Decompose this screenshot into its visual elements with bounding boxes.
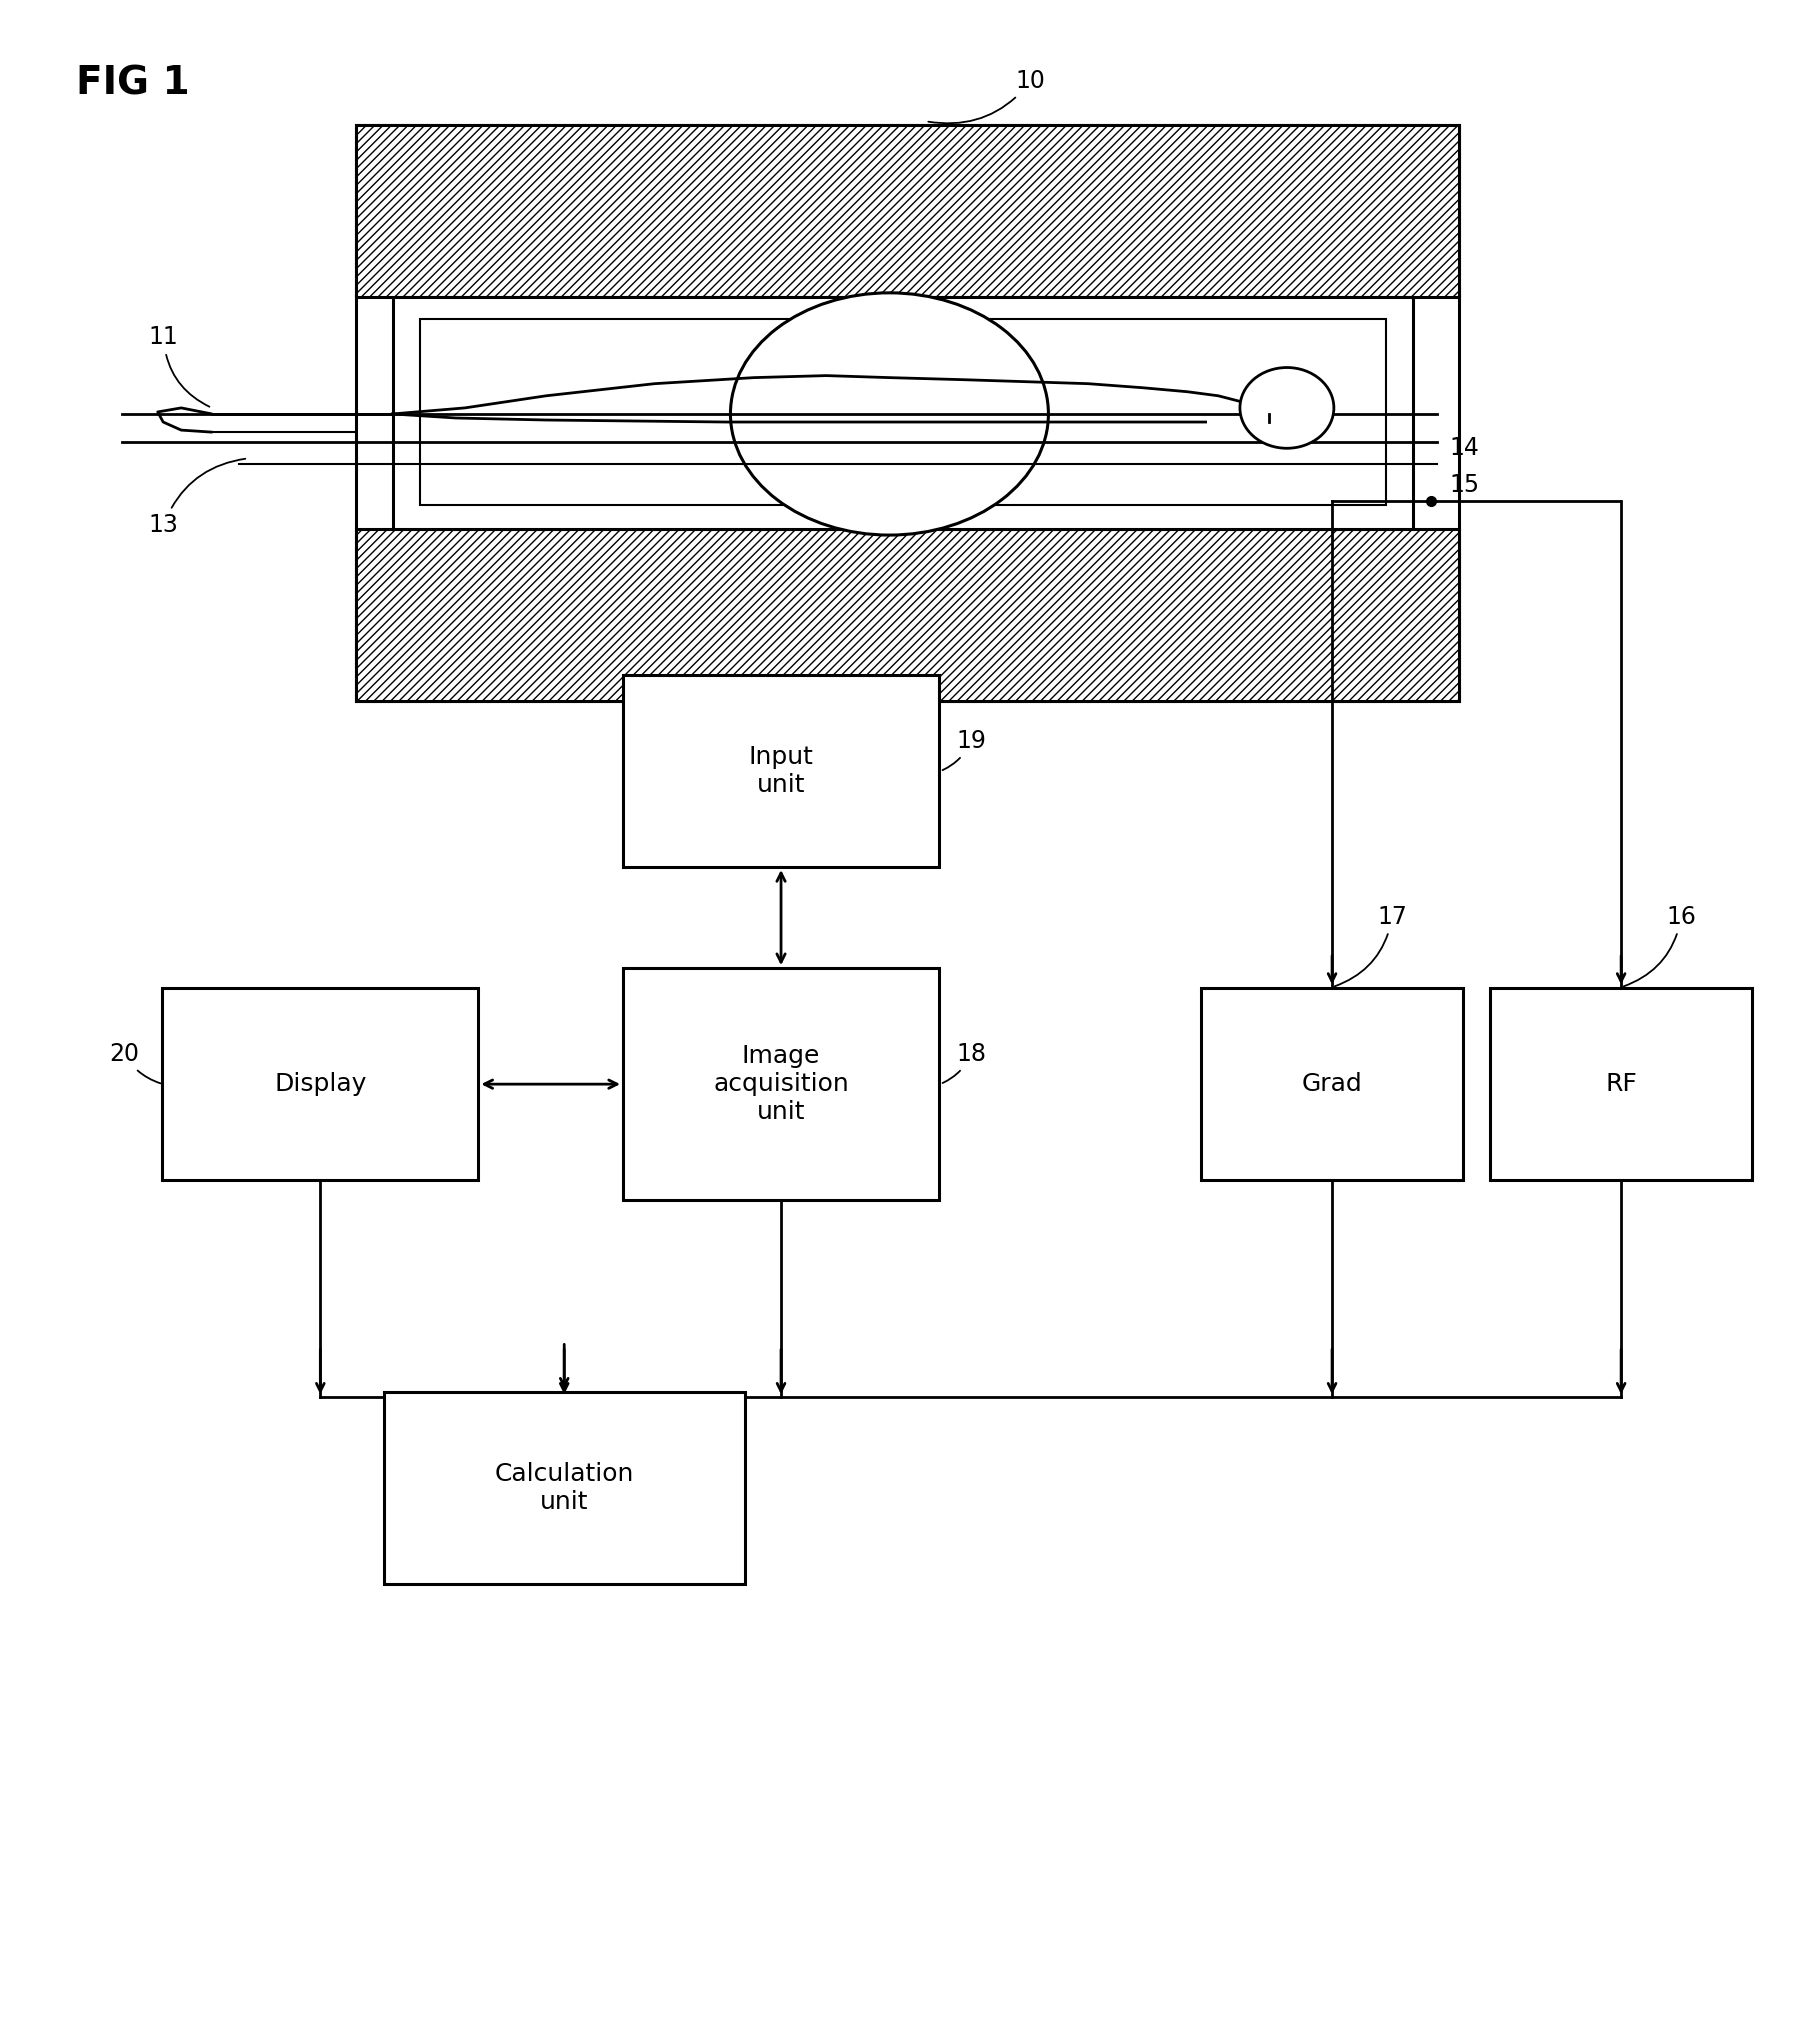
Text: 19: 19 bbox=[941, 730, 985, 770]
Text: 16: 16 bbox=[1624, 904, 1696, 987]
Bar bbox=[383, 1393, 744, 1583]
Bar bbox=[622, 969, 938, 1200]
Text: FIG 1: FIG 1 bbox=[76, 65, 190, 103]
Text: 15: 15 bbox=[1449, 472, 1478, 497]
Text: 20: 20 bbox=[109, 1042, 160, 1082]
Text: Calculation
unit: Calculation unit bbox=[493, 1461, 633, 1514]
Text: 21: 21 bbox=[673, 1490, 729, 1541]
Ellipse shape bbox=[729, 292, 1048, 535]
Text: 17: 17 bbox=[1333, 904, 1406, 987]
Text: Display: Display bbox=[274, 1072, 366, 1097]
Text: 13: 13 bbox=[149, 458, 245, 537]
Bar bbox=[356, 126, 1458, 296]
Text: 14: 14 bbox=[1449, 436, 1478, 460]
Text: 10: 10 bbox=[927, 69, 1045, 124]
Bar bbox=[161, 989, 479, 1180]
Text: RF: RF bbox=[1604, 1072, 1636, 1097]
Text: Image
acquisition
unit: Image acquisition unit bbox=[713, 1044, 849, 1123]
Text: 18: 18 bbox=[941, 1042, 985, 1082]
Bar bbox=[622, 675, 938, 868]
Bar bbox=[419, 318, 1386, 505]
Bar bbox=[356, 126, 1458, 701]
Text: Input
unit: Input unit bbox=[747, 746, 813, 797]
Bar bbox=[392, 296, 1413, 529]
Bar bbox=[1201, 989, 1462, 1180]
Text: 12: 12 bbox=[691, 430, 814, 484]
Bar bbox=[1489, 989, 1751, 1180]
Bar bbox=[356, 529, 1458, 701]
Text: 11: 11 bbox=[149, 324, 209, 407]
Ellipse shape bbox=[1239, 367, 1333, 448]
Text: Grad: Grad bbox=[1301, 1072, 1362, 1097]
